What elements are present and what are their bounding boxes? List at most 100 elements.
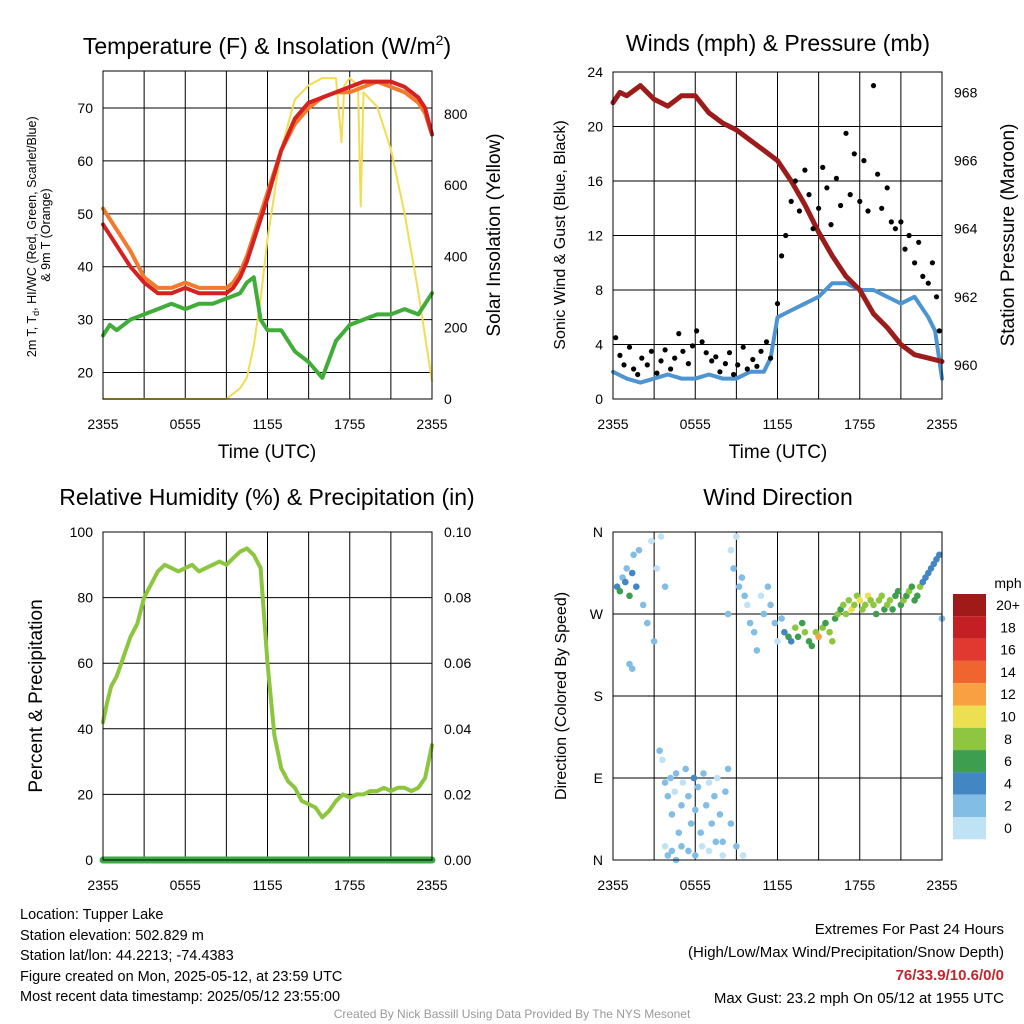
y-tick-label-right: 0 [444, 391, 452, 407]
colorbar-label: 4 [1004, 775, 1012, 791]
y-tick-label-left: 4 [595, 337, 603, 353]
wind-direction-point [626, 592, 633, 600]
winds-panel: Winds (mph) & Pressure (mb) 2355 0555 1155… [552, 30, 1019, 463]
colorbar-swatch [953, 705, 986, 728]
wind-direction-point [698, 843, 706, 850]
gust-point [676, 331, 682, 337]
wind-direction-point [733, 533, 740, 540]
wind-direction-point [753, 647, 761, 654]
wind-direction-point [787, 638, 795, 645]
wind-direction-ticks: 2355 0555 1155 1755 2355 N E S W N [590, 524, 958, 893]
gust-point [731, 371, 737, 378]
gust-point [613, 335, 619, 341]
y-tick-label-left: 80 [77, 590, 93, 606]
colorbar-label: 8 [1004, 731, 1012, 747]
gust-point [788, 198, 794, 204]
wind-direction-point [771, 619, 779, 627]
wind-direction-plot-frame [612, 531, 943, 861]
wind-direction-point [692, 806, 699, 814]
x-tick-label: 0555 [170, 877, 201, 893]
credit-line: Created By Nick Bassill Using Data Provi… [333, 1007, 691, 1021]
wind-direction-point [744, 601, 751, 609]
wind-direction-y-axis-label: Direction (Colored By Speed) [553, 592, 570, 800]
y-tick-label-right: 966 [954, 153, 978, 169]
colorbar-label: 6 [1004, 753, 1012, 769]
wind-direction-point [733, 843, 740, 850]
winds-panel-title: Winds (mph) & Pressure (mb) [626, 30, 930, 56]
humidity-panel-title: Relative Humidity (%) & Precipitation (i… [59, 484, 474, 510]
gust-point [906, 232, 912, 239]
wind-direction-panel: Wind Direction 2355 0555 1155 1755 2355 N E S W N… [553, 484, 1022, 893]
wind-direction-point [738, 574, 746, 581]
wind-direction-point [774, 638, 781, 645]
wind-direction-point [705, 847, 713, 855]
gust-point [680, 348, 686, 354]
y-tick-label-left: 20 [77, 786, 93, 802]
gust-point [758, 348, 764, 354]
colorbar-swatch [953, 594, 986, 617]
y-tick-label-right: 964 [954, 221, 978, 237]
extremes-max-gust: Max Gust: 23.2 mph On 05/12 at 1955 UTC [713, 990, 1004, 1007]
gust-point [851, 151, 857, 157]
wind-direction-point [778, 615, 785, 622]
gust-point [879, 205, 885, 211]
wind-direction-point [672, 770, 680, 777]
wind-direction-point [713, 774, 721, 782]
gust-point [774, 301, 781, 307]
wind-direction-point [872, 610, 880, 618]
y-tick-label-right: 0.04 [444, 721, 471, 737]
y-tick-label-right: 0.00 [444, 852, 471, 868]
y-tick-label-right: 0.06 [444, 655, 471, 671]
gust-point [658, 358, 664, 364]
wind-direction-point [727, 546, 735, 554]
x-tick-label: 1155 [252, 877, 282, 893]
y-tick-label-right: 0.02 [444, 786, 471, 802]
gust-point [689, 343, 696, 349]
wind-direction-point [719, 838, 726, 846]
wind-direction-point [664, 792, 672, 800]
colorbar-swatch [953, 750, 986, 773]
gust-point [925, 280, 931, 286]
gust-point [750, 356, 756, 363]
wind-direction-point [861, 601, 869, 609]
humidity-ticks: 2355 0555 1155 1755 2355 0 20 40 60 80 100 0.00 0.02… [70, 524, 472, 893]
extremes-title: Extremes For Past 24 Hours [814, 921, 1004, 938]
colorbar-label: 2 [1004, 798, 1012, 814]
wind-direction-point [826, 628, 833, 636]
colorbar-swatch [953, 660, 986, 684]
temperature-panel-title: Temperature (F) & Insolation (W/m2) [83, 32, 451, 59]
wind-direction-point [750, 628, 758, 636]
station-location: Location: Tupper Lake [20, 907, 164, 923]
gust-point [631, 366, 637, 372]
wind-direction-point [700, 770, 707, 777]
wind-direction-point [889, 606, 896, 613]
x-tick-label: 1755 [334, 877, 365, 893]
gust-point [898, 219, 904, 225]
wind-direction-points [613, 533, 946, 864]
wind-direction-point [794, 633, 802, 641]
gust-point [672, 355, 678, 361]
wind-direction-point [667, 774, 674, 782]
colorbar-unit-label: mph [994, 575, 1021, 591]
wind-direction-point [690, 774, 698, 782]
gust-point [699, 339, 705, 345]
gust-point [870, 83, 877, 89]
colorbar-swatch [953, 616, 986, 639]
wind-direction-point [712, 838, 720, 846]
x-tick-label: 1755 [844, 877, 875, 893]
x-tick-label: 2355 [416, 416, 447, 432]
gust-point [884, 185, 890, 191]
wind-direction-point [644, 619, 651, 627]
gust-point [639, 355, 645, 361]
x-tick-label: 1155 [252, 416, 282, 432]
y-tick-label-left: 12 [587, 228, 603, 244]
wind-direction-point [724, 765, 732, 773]
wind-direction-point [757, 592, 765, 600]
maroon-pressure-line [610, 83, 945, 364]
colorbar-label: 20+ [996, 597, 1020, 613]
gust-point [685, 361, 692, 367]
colorbar-label: 18 [1000, 619, 1016, 635]
y-tick-label-left: 40 [77, 259, 93, 275]
blue-sonic-wind-line [611, 281, 944, 385]
humidity-panel: Relative Humidity (%) & Precipitation (i… [26, 484, 475, 893]
